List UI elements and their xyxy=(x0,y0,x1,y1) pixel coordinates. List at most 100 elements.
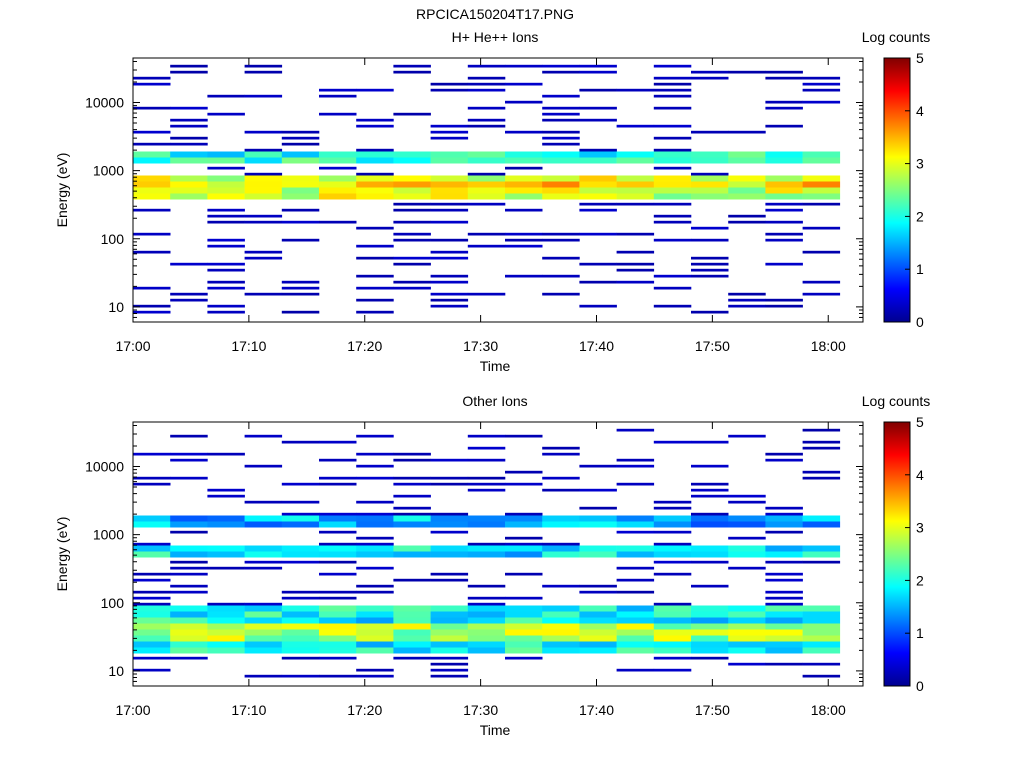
colorbar-tick-label: 1 xyxy=(916,261,924,277)
y-tick-label: 10 xyxy=(108,663,124,679)
heatmap-cell xyxy=(281,611,320,618)
x-tick-label: 17:20 xyxy=(347,338,382,354)
heatmap-cell xyxy=(542,157,580,164)
heatmap-cell xyxy=(207,545,245,552)
heatmap-cell xyxy=(542,238,580,242)
heatmap-cell xyxy=(542,232,580,236)
heatmap-cell xyxy=(467,446,506,450)
heatmap-cell xyxy=(393,521,431,528)
heatmap-cell xyxy=(467,88,506,92)
heatmap-cell xyxy=(170,136,208,140)
heatmap-cell xyxy=(467,172,506,176)
heatmap-cell xyxy=(319,476,357,480)
heatmap-cell xyxy=(244,500,283,504)
heatmap-cell xyxy=(170,560,208,564)
heatmap-cell xyxy=(728,187,766,194)
y-tick-label: 1000 xyxy=(93,527,124,543)
heatmap-cell xyxy=(728,545,766,552)
heatmap-cell xyxy=(393,112,431,116)
heatmap-cell xyxy=(170,611,208,618)
heatmap-cell xyxy=(802,629,841,636)
heatmap-cell xyxy=(728,181,766,188)
heatmap-cell xyxy=(616,464,655,468)
heatmap-cell xyxy=(802,82,841,86)
heatmap-cell xyxy=(542,181,580,188)
heatmap-cell xyxy=(802,181,841,188)
heatmap-cell xyxy=(281,629,320,636)
heatmap-cell xyxy=(133,304,171,308)
heatmap-cell xyxy=(281,656,320,660)
heatmap-cell xyxy=(244,641,283,648)
heatmap-cell xyxy=(133,572,171,576)
heatmap-cell xyxy=(356,500,394,504)
heatmap-cell xyxy=(170,530,208,534)
heatmap-cell xyxy=(542,611,580,618)
heatmap-cell xyxy=(765,181,803,188)
heatmap-cell xyxy=(393,202,431,206)
heatmap-cell xyxy=(430,668,469,672)
heatmap-cell xyxy=(691,623,729,630)
heatmap-cell xyxy=(579,157,617,164)
heatmap-cell xyxy=(765,530,803,534)
heatmap-cell xyxy=(430,130,469,134)
heatmap-cell xyxy=(207,602,245,606)
heatmap-cell xyxy=(430,136,469,140)
colorbar-tick-label: 5 xyxy=(916,414,924,430)
heatmap-cell xyxy=(170,566,208,570)
heatmap-cell xyxy=(133,151,171,158)
heatmap-cell xyxy=(802,202,841,206)
heatmap-cell xyxy=(579,590,617,594)
heatmap-cell xyxy=(356,187,394,194)
heatmap-cell xyxy=(653,656,692,660)
heatmap-cell xyxy=(430,220,469,224)
heatmap-cell xyxy=(281,136,320,140)
heatmap-cell xyxy=(505,157,543,164)
heatmap-cell xyxy=(244,617,283,624)
heatmap-cell xyxy=(356,635,394,642)
heatmap-cell xyxy=(133,656,171,660)
heatmap-cell xyxy=(802,560,841,564)
heatmap-cell xyxy=(467,181,506,188)
heatmap-cell xyxy=(505,470,543,474)
heatmap-cell xyxy=(430,515,469,522)
heatmap-cell xyxy=(133,187,171,194)
heatmap-cell xyxy=(281,440,320,444)
heatmap-cell xyxy=(356,545,394,552)
heatmap-cell xyxy=(653,542,692,546)
heatmap-cell xyxy=(691,605,729,612)
x-tick-label: 17:10 xyxy=(231,702,266,718)
heatmap-cell xyxy=(356,521,394,528)
heatmap-cell xyxy=(765,157,803,164)
heatmap-cell xyxy=(542,647,580,654)
heatmap-cell xyxy=(802,470,841,474)
heatmap-cell xyxy=(653,515,692,522)
heatmap-cell xyxy=(207,112,245,116)
heatmap-cell xyxy=(616,428,655,432)
heatmap-cell xyxy=(505,238,543,242)
y-axis: 10 100 1000 10000 xyxy=(85,424,863,687)
heatmap-cell xyxy=(653,76,692,80)
heatmap-cell xyxy=(356,590,394,594)
heatmap-cell xyxy=(728,647,766,654)
heatmap-cell xyxy=(393,151,431,158)
heatmap-cell xyxy=(170,181,208,188)
heatmap-cell xyxy=(170,157,208,164)
heatmap-cell xyxy=(356,617,394,624)
heatmap-cell xyxy=(765,512,803,516)
heatmap-cell xyxy=(467,617,506,624)
heatmap-cell xyxy=(653,506,692,510)
heatmap-cell xyxy=(728,635,766,642)
heatmap-cell xyxy=(467,551,506,558)
heatmap-cell xyxy=(765,220,803,224)
heatmap-cell xyxy=(207,268,245,272)
heatmap-cell xyxy=(802,623,841,630)
heatmap-cell xyxy=(653,560,692,564)
heatmap-cell xyxy=(281,515,320,522)
heatmap-cell xyxy=(616,641,655,648)
heatmap-cell xyxy=(170,458,208,462)
heatmap-cell xyxy=(133,310,171,314)
heatmap-cell xyxy=(244,602,283,606)
plot-frame xyxy=(132,421,864,687)
heatmap-cell xyxy=(653,82,692,86)
